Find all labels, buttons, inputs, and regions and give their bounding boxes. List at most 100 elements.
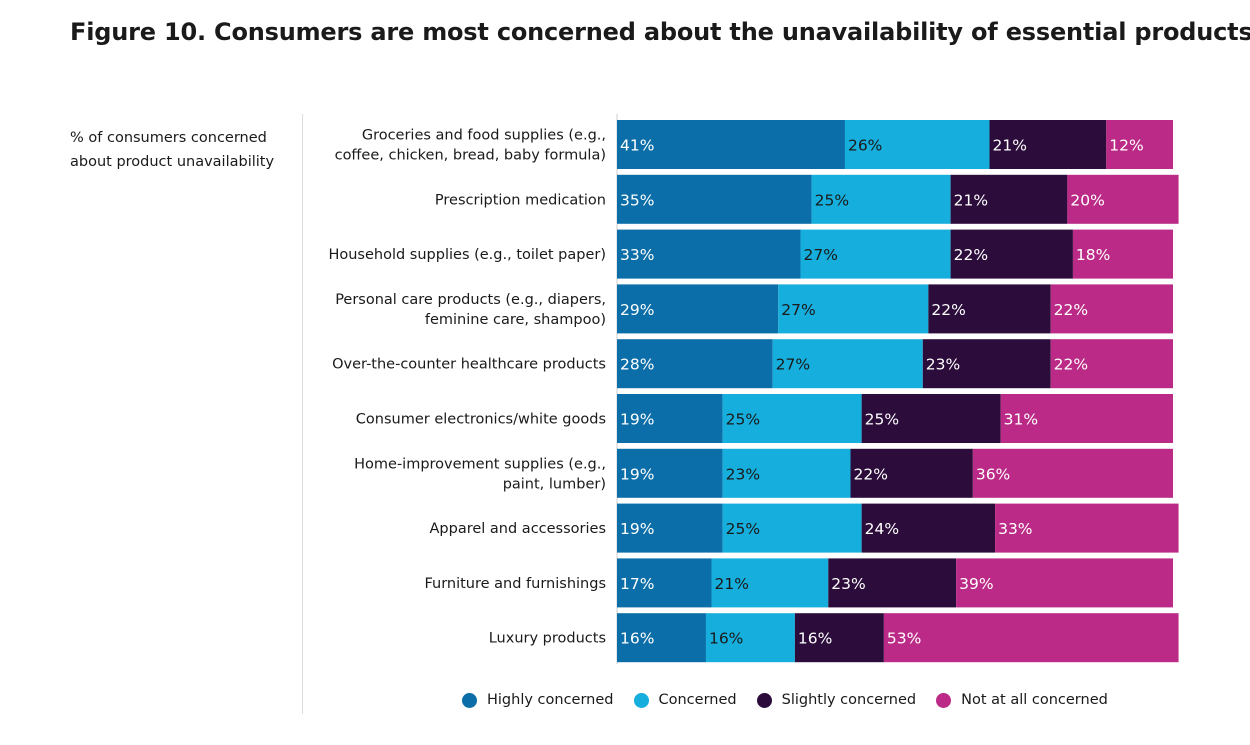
category-label: Prescription medication xyxy=(435,192,606,208)
legend-item-slightly: Slightly concerned xyxy=(756,692,917,708)
bar-segment-highly xyxy=(617,120,845,169)
data-label-concerned: 16% xyxy=(709,630,743,648)
bar-segment-highly xyxy=(617,284,779,334)
bar-segment-highly xyxy=(617,613,706,663)
category-label: Home-improvement supplies (e.g., paint, l… xyxy=(354,456,606,492)
data-label-not-at-all: 12% xyxy=(1109,137,1143,155)
data-label-slightly: 22% xyxy=(854,465,888,483)
data-label-highly: 41% xyxy=(620,137,654,155)
bar-segment-slightly xyxy=(794,613,884,663)
bar-segment-highly xyxy=(617,174,812,224)
data-label-slightly: 22% xyxy=(931,301,965,319)
data-label-slightly: 22% xyxy=(954,246,988,264)
data-label-highly: 19% xyxy=(620,465,654,483)
bar-segment-not-at-all xyxy=(1000,394,1173,443)
bar-segment-not-at-all xyxy=(972,448,1173,498)
legend-item-concerned: Concerned xyxy=(633,692,737,708)
legend-swatch-slightly xyxy=(756,692,772,708)
bar-segment-concerned xyxy=(722,394,862,443)
data-label-slightly: 23% xyxy=(926,356,960,374)
data-label-not-at-all: 36% xyxy=(976,465,1010,483)
legend: Highly concerned Concerned Slightly conc… xyxy=(462,692,1128,708)
legend-swatch-not-at-all xyxy=(936,692,952,708)
category-label: Luxury products xyxy=(489,631,606,647)
data-label-concerned: 25% xyxy=(815,191,849,209)
chart-title: Figure 10. Consumers are most concerned … xyxy=(70,18,1250,46)
data-label-slightly: 23% xyxy=(831,575,865,593)
bar-segment-concerned xyxy=(844,120,990,169)
data-label-slightly: 24% xyxy=(865,520,899,538)
chart-subtitle: % of consumers concerned about product u… xyxy=(70,130,275,170)
data-label-not-at-all: 53% xyxy=(887,630,921,648)
bar-segment-slightly xyxy=(989,120,1107,169)
data-label-concerned: 27% xyxy=(776,356,810,374)
category-label: Household supplies (e.g., toilet paper) xyxy=(328,247,606,263)
data-label-slightly: 16% xyxy=(798,630,832,648)
data-label-not-at-all: 33% xyxy=(998,520,1032,538)
category-label: Apparel and accessories xyxy=(430,521,607,537)
bar-segment-highly xyxy=(617,558,712,608)
data-label-concerned: 25% xyxy=(726,411,760,429)
data-label-highly: 16% xyxy=(620,630,654,648)
category-label: Furniture and furnishings xyxy=(424,576,606,592)
divider xyxy=(302,114,303,714)
legend-label-concerned: Concerned xyxy=(658,692,737,708)
bar-segment-slightly xyxy=(861,503,996,553)
legend-label-highly: Highly concerned xyxy=(487,692,614,708)
data-label-not-at-all: 39% xyxy=(959,575,993,593)
bar-segment-not-at-all xyxy=(1050,284,1173,334)
bar-segment-slightly xyxy=(861,394,1001,443)
bar-segment-slightly xyxy=(950,174,1068,224)
category-label: Over-the-counter healthcare products xyxy=(332,357,606,373)
bar-segment-not-at-all xyxy=(1067,174,1179,224)
bar-segment-highly xyxy=(617,448,723,498)
data-label-not-at-all: 20% xyxy=(1070,191,1104,209)
legend-swatch-highly xyxy=(462,692,477,708)
data-label-highly: 29% xyxy=(620,301,654,319)
bar-segment-highly xyxy=(617,339,773,389)
data-label-concerned: 23% xyxy=(726,465,760,483)
data-label-highly: 33% xyxy=(620,246,654,264)
data-label-concerned: 26% xyxy=(848,137,882,155)
bar-segment-highly xyxy=(617,394,723,443)
data-label-highly: 17% xyxy=(620,575,654,593)
data-label-highly: 19% xyxy=(620,411,654,429)
data-label-concerned: 27% xyxy=(803,246,837,264)
bar-segment-slightly xyxy=(922,339,1051,389)
bar-segment-slightly xyxy=(828,558,957,608)
data-label-slightly: 21% xyxy=(954,191,988,209)
bar-segment-highly xyxy=(617,229,801,279)
legend-item-highly: Highly concerned xyxy=(462,692,614,708)
legend-label-not-at-all: Not at all concerned xyxy=(961,692,1108,708)
bar-segment-not-at-all xyxy=(995,503,1179,553)
data-label-not-at-all: 22% xyxy=(1054,301,1088,319)
bar-segment-concerned xyxy=(722,503,862,553)
bar-segment-concerned xyxy=(711,558,829,608)
data-label-not-at-all: 22% xyxy=(1054,356,1088,374)
data-label-concerned: 25% xyxy=(726,520,760,538)
bar-segment-not-at-all xyxy=(956,558,1173,608)
bar-segment-slightly xyxy=(850,448,973,498)
legend-item-not-at-all: Not at all concerned xyxy=(936,692,1108,708)
data-label-highly: 35% xyxy=(620,191,654,209)
bar-segment-concerned xyxy=(705,613,795,663)
data-label-concerned: 27% xyxy=(781,301,815,319)
bar-segment-not-at-all xyxy=(883,613,1179,663)
bar-segment-not-at-all xyxy=(1072,229,1173,279)
bar-segment-concerned xyxy=(722,448,851,498)
category-label: Consumer electronics/white goods xyxy=(356,412,606,428)
bar-segment-slightly xyxy=(928,284,1051,334)
category-label: Groceries and food supplies (e.g., coffee… xyxy=(335,128,606,164)
bar-segment-not-at-all xyxy=(1050,339,1173,389)
data-label-not-at-all: 18% xyxy=(1076,246,1110,264)
bar-segment-not-at-all xyxy=(1106,120,1173,169)
bar-segment-concerned xyxy=(811,174,951,224)
legend-label-slightly: Slightly concerned xyxy=(781,692,917,708)
bar-segment-concerned xyxy=(800,229,951,279)
bar-segment-highly xyxy=(617,503,723,553)
bar-segment-slightly xyxy=(950,229,1073,279)
bar-segment-concerned xyxy=(772,339,923,389)
category-label: Personal care products (e.g., diapers, fe… xyxy=(335,292,606,328)
data-label-slightly: 25% xyxy=(865,411,899,429)
data-label-concerned: 21% xyxy=(715,575,749,593)
